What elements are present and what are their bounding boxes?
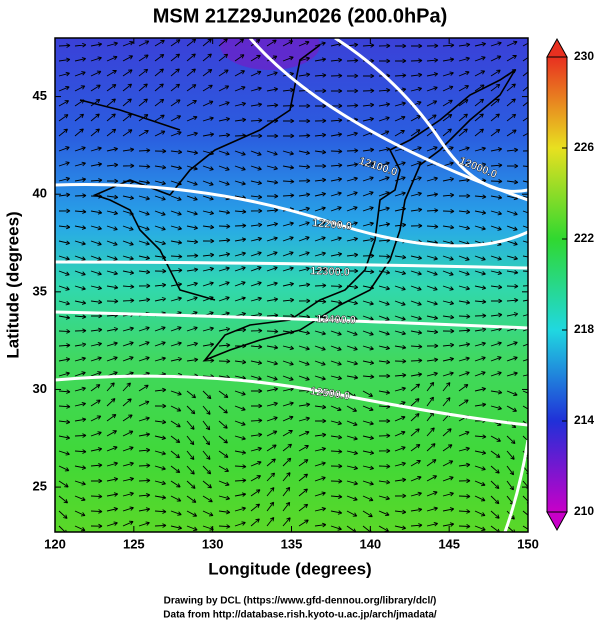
streamlines (58, 38, 528, 532)
colorbar-extend (546, 511, 568, 532)
y-axis-label: Latitude (degrees) (3, 211, 22, 358)
colorbar: 210 214 218 222 226 230 (546, 37, 594, 532)
title: MSM 21Z29Jun2026 (200.0hPa) (153, 5, 448, 27)
y-tick-label: 35 (33, 283, 47, 298)
contour-label: 12200.0 (312, 217, 353, 232)
plot-area: 12000.012100.012200.012300.012400.012500… (55, 38, 528, 532)
colorbar-scale (546, 56, 568, 513)
x-tick-label: 135 (281, 536, 303, 551)
colorbar-tick-label: 230 (574, 49, 594, 63)
contour-line (55, 260, 528, 270)
contour-line (55, 310, 528, 330)
contours: 12000.012100.012200.012300.012400.012500… (55, 38, 528, 532)
x-tick-label: 145 (438, 536, 460, 551)
contour-label: 12500.0 (309, 385, 350, 402)
y-tick-label: 30 (33, 381, 47, 396)
y-tick-label: 40 (33, 186, 47, 201)
contour-line (248, 38, 528, 202)
x-tick-label: 125 (123, 536, 145, 551)
x-tick-label: 130 (202, 536, 224, 551)
colorbar-tick-label: 218 (574, 322, 594, 336)
contour-line (503, 439, 528, 532)
y-tick-label: 25 (33, 479, 47, 494)
axes: 120 125 130 135 140 145 150 25 30 35 40 45 (33, 38, 539, 551)
y-tick-label: 45 (33, 88, 47, 103)
coastline (79, 44, 516, 362)
colorbar-tick-label: 222 (574, 231, 594, 245)
contour-label: 12400.0 (316, 313, 356, 326)
colorbar-tick-label: 214 (574, 413, 594, 427)
colorbar-tick-label: 210 (574, 504, 594, 518)
colorbar-tick-label: 226 (574, 140, 594, 154)
credit: Drawing by DCL (https://www.gfd-dennou.o… (164, 596, 437, 607)
contour-label: 12300.0 (310, 265, 350, 278)
contour-line (55, 374, 528, 427)
cold-core (220, 38, 320, 70)
x-tick-label: 140 (359, 536, 381, 551)
streamline (58, 38, 528, 532)
colorbar-extend (546, 37, 568, 58)
x-axis-label: Longitude (degrees) (208, 559, 371, 578)
credit: Data from http://database.rish.kyoto-u.a… (163, 610, 437, 621)
x-tick-label: 120 (44, 536, 66, 551)
x-tick-label: 150 (517, 536, 539, 551)
contour-line (55, 182, 528, 248)
